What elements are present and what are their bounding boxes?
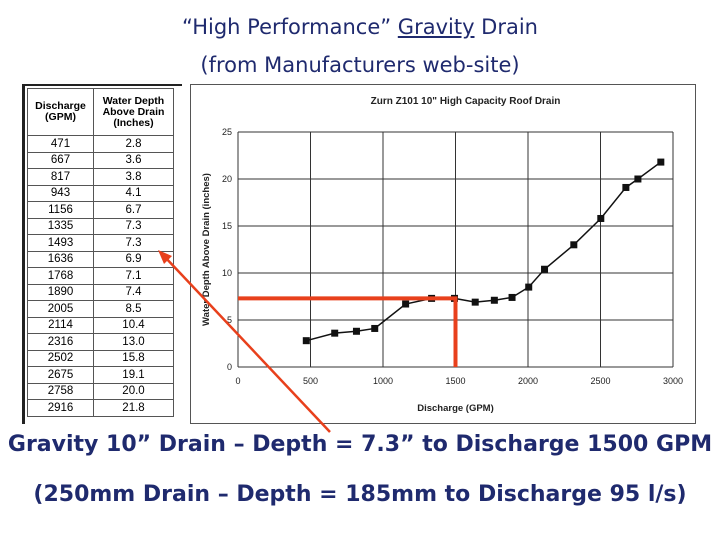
- data-point: [371, 324, 379, 332]
- y-tick-label: 5: [227, 315, 232, 325]
- table-row: 1636 6.9: [27, 250, 174, 268]
- x-tick-label: 500: [303, 376, 318, 386]
- cell-discharge: 471: [27, 135, 94, 153]
- pointer-arrow-line: [163, 255, 331, 433]
- table-row: 471 2.8: [27, 135, 174, 153]
- table-row: 2916 21.8: [27, 399, 174, 417]
- data-point: [471, 298, 479, 306]
- cell-depth: 6.9: [93, 250, 174, 268]
- data-point: [597, 214, 605, 222]
- series-line: [306, 161, 662, 342]
- caption-line2: (250mm Drain – Depth = 185mm to Discharg…: [33, 482, 687, 507]
- table-row: 1493 7.3: [27, 234, 174, 252]
- data-point: [302, 337, 310, 345]
- table-row: 2502 15.8: [27, 349, 174, 367]
- cell-depth: 6.7: [93, 201, 174, 219]
- x-tick-label: 3000: [663, 376, 683, 386]
- caption-line1: Gravity 10” Drain – Depth = 7.3” to Disc…: [7, 432, 713, 457]
- table-row: 943 4.1: [27, 184, 174, 202]
- y-axis-label: Water Depth Above Drain (inches): [201, 173, 212, 326]
- y-tick-label: 15: [222, 221, 232, 231]
- cell-discharge: 817: [27, 168, 94, 186]
- cell-discharge: 1890: [27, 283, 94, 301]
- y-tick-label: 20: [222, 174, 232, 184]
- table-row: 2316 13.0: [27, 333, 174, 351]
- y-tick-label: 25: [222, 127, 232, 137]
- data-point: [402, 300, 410, 308]
- table-row: 1890 7.4: [27, 283, 174, 301]
- x-tick-label: 1000: [373, 376, 393, 386]
- table-row: 1335 7.3: [27, 217, 174, 235]
- pointer-arrow-head: [158, 250, 172, 264]
- cell-depth: 19.1: [93, 366, 174, 384]
- data-point: [570, 241, 578, 249]
- chart-frame: [190, 84, 696, 424]
- table-header-discharge: Discharge (GPM): [27, 88, 94, 136]
- data-point: [331, 329, 339, 337]
- cell-depth: 3.8: [93, 168, 174, 186]
- table-header-depth: Water Depth Above Drain (Inches): [93, 88, 174, 136]
- x-tick-label: 2500: [590, 376, 610, 386]
- slide-title-line1: “High Performance” Gravity Drain: [181, 15, 538, 39]
- data-point: [622, 183, 630, 191]
- table-row: 2114 10.4: [27, 316, 174, 334]
- table-row: 2005 8.5: [27, 300, 174, 318]
- data-point: [490, 296, 498, 304]
- table-frame: [22, 84, 182, 424]
- y-tick-label: 10: [222, 268, 232, 278]
- data-point: [541, 265, 549, 273]
- x-tick-label: 0: [235, 376, 240, 386]
- cell-depth: 10.4: [93, 316, 174, 334]
- chart-title: Zurn Z101 10" High Capacity Roof Drain: [371, 96, 561, 107]
- x-tick-label: 2000: [518, 376, 538, 386]
- data-point: [525, 283, 533, 291]
- discharge-depth-table: Discharge (GPM) Water Depth Above Drain …: [27, 88, 174, 417]
- cell-depth: 21.8: [93, 399, 174, 417]
- y-tick-label: 0: [227, 362, 232, 372]
- data-point: [657, 158, 665, 166]
- x-axis-label: Discharge (GPM): [417, 403, 494, 414]
- data-point: [634, 175, 642, 183]
- data-point: [508, 293, 516, 301]
- data-point: [352, 327, 360, 335]
- table-row: 817 3.8: [27, 168, 174, 186]
- highlight-lines: [238, 296, 458, 367]
- slide-title-line2: (from Manufacturers web-site): [200, 53, 520, 77]
- cell-depth: 7.3: [93, 234, 174, 252]
- cell-discharge: 1493: [27, 234, 94, 252]
- x-tick-label: 1500: [445, 376, 465, 386]
- cell-discharge: 2316: [27, 333, 94, 351]
- cell-depth: 15.8: [93, 349, 174, 367]
